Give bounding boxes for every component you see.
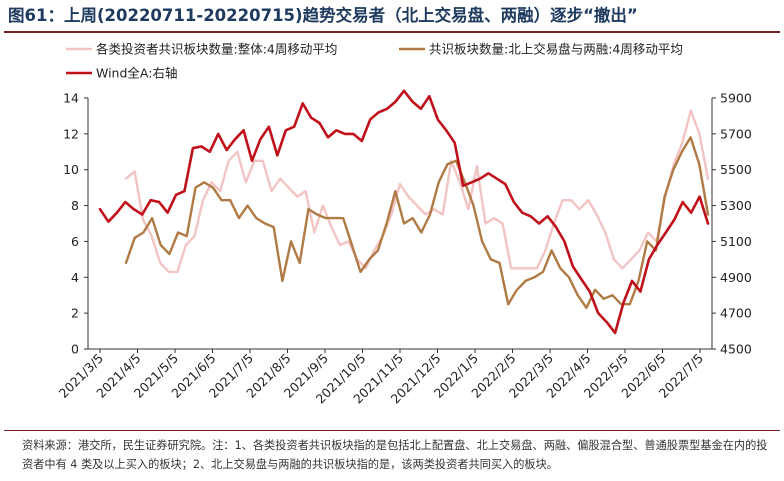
right-tick-label: 4700 <box>720 306 752 321</box>
right-tick-label: 5100 <box>720 234 752 249</box>
left-tick-label: 2 <box>71 306 79 321</box>
axes: 0 2 4 6 8 10 12 14 4500 4700 4900 5100 5300 5500 5700 5… <box>56 91 752 407</box>
left-tick-label: 8 <box>71 198 79 213</box>
right-tick-label: 5900 <box>720 91 752 106</box>
legend-label: 各类投资者共识板块数量:整体:4周移动平均 <box>96 42 337 57</box>
series-group <box>98 89 710 335</box>
left-tick-label: 10 <box>63 162 79 177</box>
series-line-1 <box>124 109 710 274</box>
left-tick-label: 12 <box>63 126 79 141</box>
legend: 各类投资者共识板块数量:整体:4周移动平均 共识板块数量:北上交易盘与两融:4周移… <box>66 42 683 81</box>
right-tick-label: 5300 <box>720 198 752 213</box>
source-note: 资料来源：港交所，民生证券研究院。注：1、各类投资者共识板块指的是包括北上配置盘… <box>22 439 768 471</box>
right-tick-label: 4500 <box>720 342 752 357</box>
title-rule <box>4 31 780 33</box>
chart: 各类投资者共识板块数量:整体:4周移动平均 共识板块数量:北上交易盘与两融:4周移… <box>56 42 752 407</box>
right-tick-label: 4900 <box>720 270 752 285</box>
legend-label: Wind全A:右轴 <box>96 66 177 81</box>
left-tick-label: 14 <box>63 91 79 106</box>
right-tick-label: 5500 <box>720 162 752 177</box>
left-tick-label: 0 <box>71 342 79 357</box>
series-line-3 <box>98 89 710 335</box>
source-rule <box>4 430 780 431</box>
series-line-2 <box>124 136 710 309</box>
figure-title: 图61：上周(20220711-20220715)趋势交易者（北上交易盘、两融）… <box>8 6 638 25</box>
left-tick-label: 4 <box>71 270 79 285</box>
legend-label: 共识板块数量:北上交易盘与两融:4周移动平均 <box>429 42 683 57</box>
right-tick-label: 5700 <box>720 126 752 141</box>
left-tick-label: 6 <box>71 234 79 249</box>
